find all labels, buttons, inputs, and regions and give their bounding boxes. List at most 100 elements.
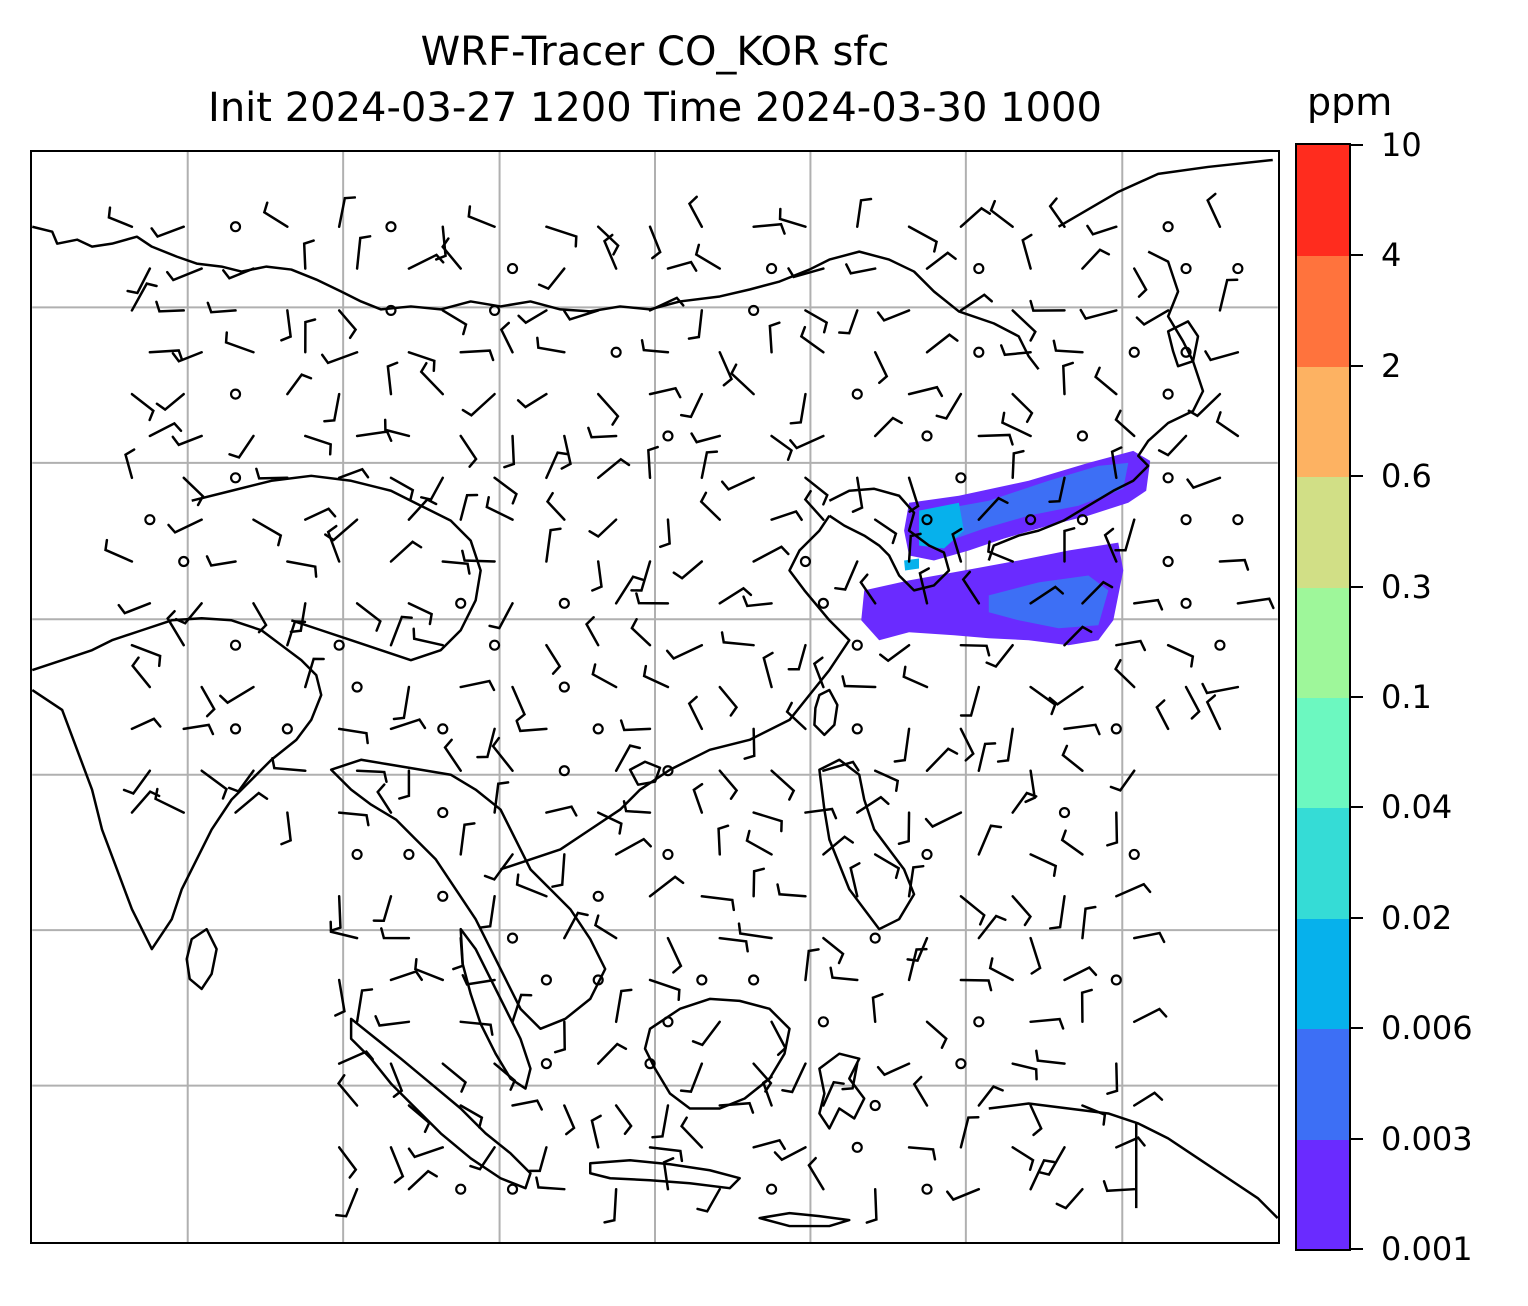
calm-wind-circle — [765, 262, 778, 275]
colorbar-tick-label: 0.1 — [1381, 678, 1432, 716]
wind-barb — [122, 769, 152, 795]
wind-barb — [770, 1020, 787, 1057]
wind-barb — [126, 267, 152, 295]
wind-barb — [1103, 527, 1118, 563]
wind-barb — [528, 1146, 548, 1173]
colorbar-unit: ppm — [1307, 80, 1393, 124]
calm-wind-circle — [869, 932, 881, 944]
wind-barb — [337, 467, 370, 480]
colorbar-tick-label: 2 — [1381, 346, 1402, 385]
calm-wind-circle — [696, 974, 708, 986]
colorbar-tick-label: 0.001 — [1381, 1230, 1473, 1268]
calm-wind-circle — [144, 514, 156, 526]
wind-barb — [856, 197, 873, 228]
wind-barb — [1115, 639, 1147, 652]
wind-barb — [804, 309, 829, 334]
calm-wind-circle — [437, 723, 449, 735]
wind-barb — [672, 560, 704, 580]
wind-barb — [441, 1062, 468, 1093]
wind-barb — [407, 253, 445, 270]
wind-barb — [1063, 723, 1101, 736]
wind-barb — [252, 518, 283, 547]
calm-wind-circle — [1162, 472, 1174, 484]
wind-barb — [1094, 366, 1118, 396]
calm-wind-circle — [437, 890, 449, 902]
calm-wind-circle — [281, 723, 293, 735]
wind-barb — [999, 344, 1032, 357]
wind-barb — [545, 491, 566, 521]
calm-wind-circle — [921, 1183, 933, 1195]
wind-barb — [690, 432, 722, 444]
coastline-indochina — [329, 758, 607, 1031]
wind-barb — [148, 421, 183, 438]
wind-barb — [648, 296, 685, 312]
wind-barb — [511, 993, 533, 1024]
wind-barb — [1048, 685, 1084, 706]
wind-barb — [485, 495, 514, 521]
calm-wind-circle — [540, 974, 552, 986]
wind-barb — [228, 434, 255, 459]
wind-barb — [988, 957, 1014, 982]
colorbar-swatch — [1297, 807, 1349, 919]
wind-barb — [174, 602, 203, 625]
wind-barb — [1086, 224, 1118, 236]
calm-wind-circle — [506, 932, 519, 944]
wind-barb — [873, 853, 901, 880]
wind-barb — [694, 243, 722, 270]
wind-barb — [355, 988, 374, 1024]
wind-barb — [389, 1146, 405, 1184]
wind-barb — [873, 416, 903, 438]
wind-barb — [1038, 1146, 1066, 1176]
calm-wind-circle — [1110, 974, 1122, 986]
wind-barb — [389, 970, 424, 982]
wind-barb — [1048, 197, 1066, 228]
calm-wind-circle — [1180, 597, 1192, 609]
calm-wind-circle — [1162, 221, 1174, 233]
calm-wind-circle — [644, 1058, 656, 1070]
wind-barb — [389, 476, 415, 502]
wind-barb — [1063, 527, 1076, 563]
calm-wind-circle — [351, 681, 363, 693]
wind-barb — [389, 1062, 404, 1098]
map-canvas — [32, 152, 1278, 1242]
wind-barb — [1115, 882, 1152, 898]
colorbar-tick — [1351, 585, 1363, 588]
wind-barb — [1114, 518, 1136, 552]
calm-wind-circle — [1162, 555, 1174, 568]
wind-barb — [476, 727, 496, 759]
colorbar-tick — [1351, 916, 1363, 919]
wind-barb — [336, 1074, 359, 1107]
colorbar-swatch — [1297, 255, 1349, 367]
wind-barb — [907, 225, 938, 253]
calm-wind-circle — [869, 1099, 881, 1112]
wind-barb — [822, 835, 855, 856]
colorbar-tick-label: 0.003 — [1381, 1119, 1473, 1158]
calm-wind-circle — [921, 514, 933, 526]
wind-barb — [104, 538, 134, 563]
calm-wind-circle — [229, 639, 242, 651]
wind-barb — [585, 616, 600, 647]
wind-barb — [1157, 434, 1188, 457]
wind-barb — [1109, 769, 1136, 792]
wind-barb — [959, 1116, 980, 1149]
calm-wind-circle — [817, 597, 829, 609]
colorbar-tick — [1351, 1027, 1363, 1030]
wind-barb — [761, 1075, 773, 1107]
wind-barb — [770, 434, 793, 461]
wind-barb — [206, 301, 237, 314]
colorbar-swatch — [1297, 145, 1349, 257]
wind-barb — [252, 602, 268, 634]
wind-barb — [859, 573, 877, 605]
wind-barb — [329, 895, 342, 932]
wind-barb — [398, 769, 411, 800]
map-subtitle: Init 2024-03-27 1200 Time 2024-03-30 100… — [208, 85, 1102, 131]
calm-wind-circle — [1128, 346, 1140, 358]
wind-barb — [488, 602, 514, 630]
coastline-china-east — [500, 514, 851, 871]
wind-barb — [849, 862, 861, 898]
wind-barb — [355, 430, 393, 442]
wind-barb — [389, 540, 423, 563]
wind-barb — [165, 267, 203, 282]
wind-barb — [752, 222, 786, 235]
wind-barb — [1029, 585, 1065, 605]
